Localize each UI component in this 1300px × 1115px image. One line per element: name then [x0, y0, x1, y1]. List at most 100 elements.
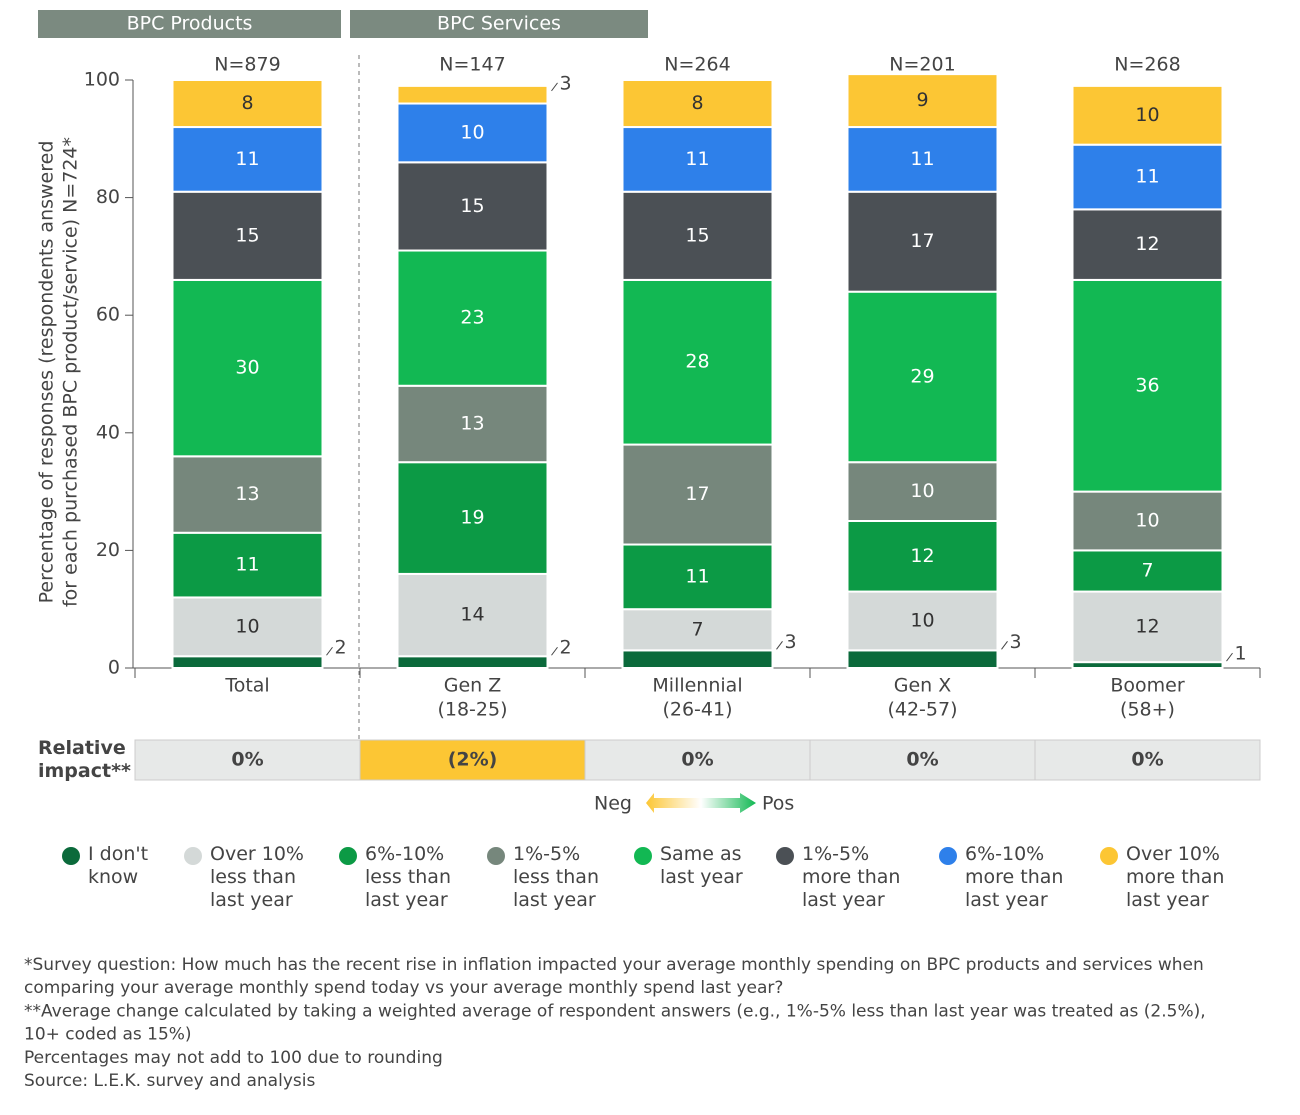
group-header: [350, 10, 648, 38]
value-label: 15: [235, 224, 259, 246]
legend-marker: [62, 847, 80, 865]
bar-segment: [171, 455, 324, 534]
bar-segment: [171, 79, 324, 129]
label-leader: [326, 646, 333, 656]
n-label: N=268: [1114, 54, 1180, 76]
value-label: 8: [691, 92, 703, 114]
bar-segment: [621, 190, 774, 281]
legend-marker: [339, 847, 357, 865]
y-axis-title: for each purchased BPC product/service) …: [60, 137, 82, 607]
legend-label: Over 10% less than last year: [210, 843, 304, 911]
x-tick-label: Gen X: [894, 675, 952, 697]
legend-marker: [1100, 847, 1118, 865]
value-label: 8: [241, 92, 253, 114]
y-tick-label: 80: [96, 186, 120, 208]
group-header: [38, 10, 341, 38]
bar-segment: [1071, 590, 1224, 664]
bar-segment: [396, 655, 549, 669]
footnote: **Average change calculated by taking a …: [24, 1001, 1206, 1021]
value-label: 19: [460, 507, 484, 529]
value-label: 10: [235, 615, 259, 637]
value-label: 11: [235, 554, 259, 576]
y-tick-label: 40: [96, 421, 120, 443]
y-tick-label: 0: [108, 657, 120, 679]
value-label: 2: [335, 637, 347, 659]
bar-segment: [171, 655, 324, 669]
impact-cell: [134, 739, 361, 781]
value-label: 17: [685, 483, 709, 505]
bar-segment: [621, 79, 774, 129]
bar-segment: [621, 278, 774, 446]
x-tick-label: Boomer: [1110, 675, 1184, 697]
value-label: 29: [910, 365, 934, 387]
legend-label: 6%-10% less than last year: [365, 843, 451, 911]
impact-label: 0%: [906, 749, 938, 771]
value-label: 11: [685, 565, 709, 587]
legend-marker: [634, 847, 652, 865]
bar-segment: [846, 73, 999, 129]
impact-label: 0%: [681, 749, 713, 771]
value-label: 13: [235, 483, 259, 505]
n-label: N=201: [889, 54, 955, 76]
value-label: 7: [691, 618, 703, 640]
impact-cell: [1034, 739, 1261, 781]
bar-segment: [396, 572, 549, 658]
legend-label: 1%-5% less than last year: [513, 843, 599, 911]
impact-cell: [359, 739, 586, 781]
label-leader: [1001, 641, 1008, 650]
legend-label: 1%-5% more than last year: [802, 843, 901, 911]
scale-pos: Pos: [762, 793, 794, 815]
bar-segment: [621, 608, 774, 652]
bar-segment: [396, 461, 549, 575]
bar-segment: [396, 161, 549, 252]
value-label: 10: [1135, 104, 1159, 126]
y-axis-title: Percentage of responses (respondents ans…: [36, 141, 58, 604]
x-tick-label: (18-25): [437, 699, 507, 721]
n-label: N=879: [214, 54, 280, 76]
impact-label: (2%): [448, 749, 498, 771]
legend-label: Over 10% more than last year: [1126, 843, 1225, 911]
bar-segment: [846, 190, 999, 293]
x-tick-label: (58+): [1120, 699, 1175, 721]
value-label: 3: [560, 72, 572, 94]
value-label: 10: [910, 480, 934, 502]
footnote: 10+ coded as 15%): [24, 1025, 192, 1045]
value-label: 30: [235, 357, 259, 379]
scale-arrow: [646, 793, 756, 813]
value-label: 12: [910, 545, 934, 567]
bar-segment: [846, 461, 999, 523]
footnote: comparing your average monthly spend tod…: [24, 978, 783, 998]
bar-segment: [846, 520, 999, 593]
value-label: 14: [460, 604, 484, 626]
bar-segment: [846, 290, 999, 464]
y-tick-label: 60: [96, 304, 120, 326]
bar-segment: [846, 590, 999, 652]
value-label: 17: [910, 230, 934, 252]
value-label: 1: [1235, 643, 1247, 665]
value-label: 28: [685, 351, 709, 373]
value-label: 11: [910, 148, 934, 170]
bar-segment: [171, 126, 324, 193]
value-label: 10: [460, 121, 484, 143]
y-tick-label: 100: [84, 69, 120, 91]
footnote: *Survey question: How much has the recen…: [24, 955, 1204, 975]
x-tick-label: Gen Z: [444, 675, 502, 697]
label-leader: [551, 646, 558, 656]
value-label: 3: [785, 631, 797, 653]
impact-label: 0%: [231, 749, 263, 771]
legend-label: I don't know: [88, 843, 149, 888]
legend-marker: [939, 847, 957, 865]
impact-label: 0%: [1131, 749, 1163, 771]
legend-label: 6%-10% more than last year: [965, 843, 1064, 911]
value-label: 7: [1141, 559, 1153, 581]
bar-segment: [1071, 549, 1224, 593]
value-label: 36: [1135, 374, 1159, 396]
bar-segment: [396, 384, 549, 464]
value-label: 13: [460, 412, 484, 434]
legend-label: Same as last year: [660, 843, 743, 888]
value-label: 11: [685, 148, 709, 170]
bar-segment: [621, 649, 774, 669]
legend-marker: [184, 847, 202, 865]
